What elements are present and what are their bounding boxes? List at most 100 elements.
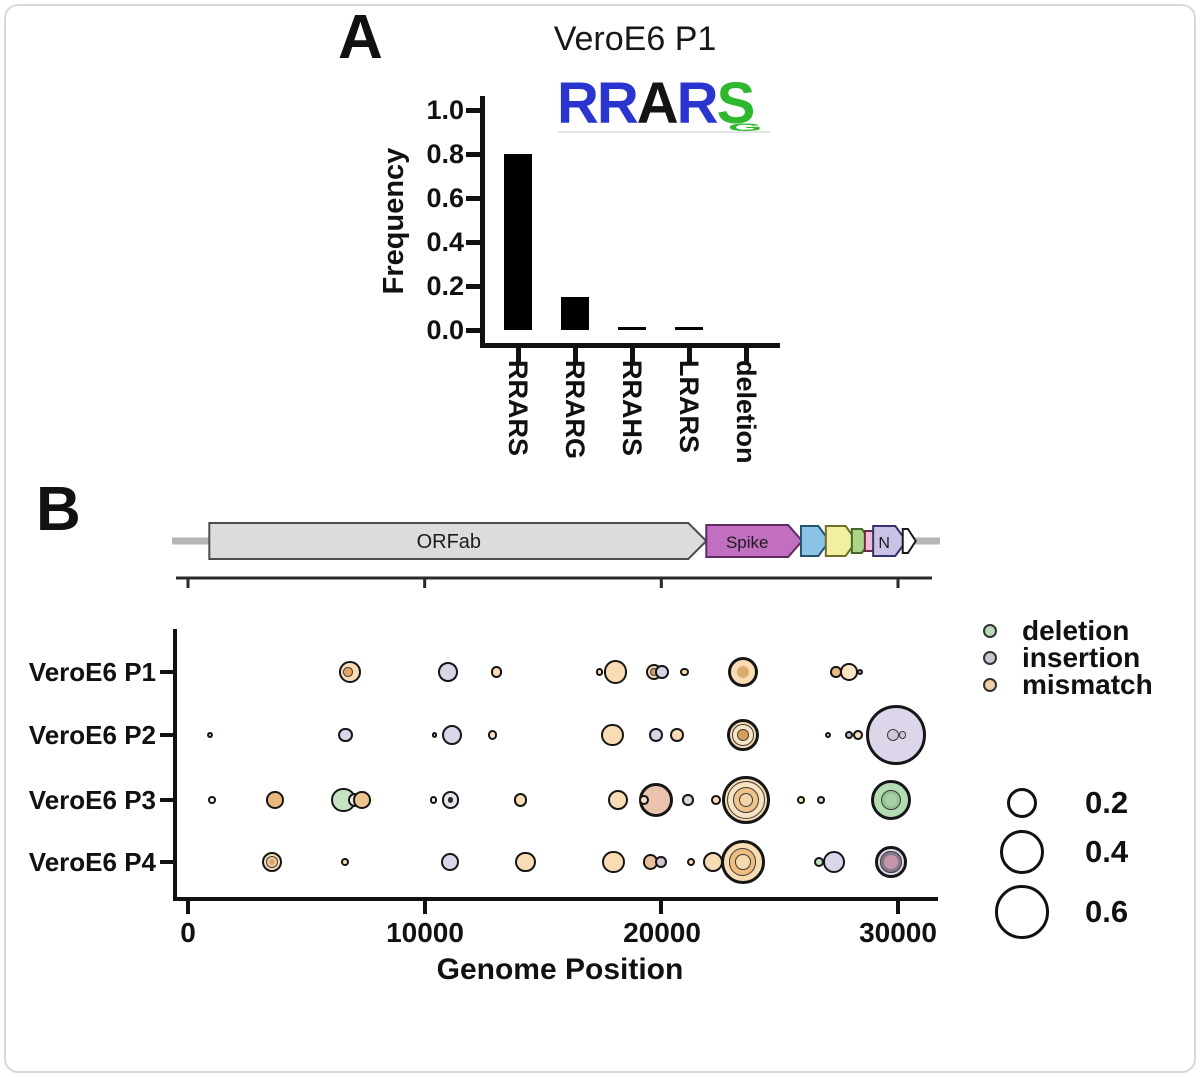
bar-RRARG (561, 297, 589, 330)
bubble-mismatch (669, 728, 684, 742)
bubble-inner (899, 731, 907, 739)
a-x-axis (480, 343, 780, 348)
logo-baseline (558, 131, 770, 133)
bubble-insertion (438, 661, 459, 683)
legend-swatch-mismatch (983, 678, 997, 692)
bubble-mismatch (487, 730, 498, 740)
bubble-mismatch (853, 730, 863, 740)
logo-letter-S: S (716, 71, 756, 136)
b-row-tick (160, 733, 173, 737)
a-ytick-2: 0.4 (426, 227, 464, 257)
b-row-tick (160, 670, 173, 674)
gene-label-N: N (878, 535, 890, 552)
logo-minor-letter: G (728, 121, 763, 134)
bubble-insertion (429, 796, 438, 804)
a-xtick-mark (629, 348, 635, 362)
bubble-mismatch (607, 789, 628, 811)
a-ytick-0: 0.0 (426, 315, 464, 345)
bubble-mismatch (702, 851, 723, 873)
bubble-inner (738, 792, 753, 808)
bubble-mismatch (603, 660, 628, 684)
bubble-inner (886, 728, 899, 741)
legend-label-mismatch: mismatch (1022, 669, 1153, 700)
b-xtick-mark (186, 901, 190, 914)
bubble-insertion (654, 665, 669, 679)
logo-letter-R: R (557, 71, 599, 136)
bubble-insertion (681, 794, 694, 806)
gene-label-ORFab: ORFab (417, 531, 481, 553)
row-label-veroe6-p2: VeroE6 P2 (28, 720, 156, 750)
bubble-deletion (330, 787, 356, 813)
bubble-mismatch (840, 663, 858, 681)
size-legend-circle-0.2 (1006, 787, 1038, 819)
bar-RRAHS (618, 327, 646, 330)
bubble-mismatch (490, 666, 503, 678)
bubble-mismatch (824, 731, 832, 739)
a-ytick-1: 0.2 (426, 271, 464, 301)
bubble-mismatch (797, 796, 805, 804)
b-xtick-0: 0 (180, 917, 196, 948)
panel-b-label: B (36, 475, 81, 544)
a-xtick-mark (572, 348, 578, 362)
bubble-insertion (654, 856, 667, 868)
bubble-mismatch (207, 731, 214, 739)
gene-arrow (901, 528, 917, 554)
b-xtick-mark (896, 901, 900, 914)
b-y-axis (173, 629, 177, 900)
bubble-mismatch (262, 851, 283, 873)
bubble-mismatch (602, 850, 626, 874)
bubble-inner (734, 854, 751, 870)
bubble-deletion (870, 779, 912, 821)
bubble-mismatch (513, 793, 528, 807)
bubble-insertion (865, 704, 926, 766)
b-x-axis (173, 897, 938, 901)
bubble-mismatch (726, 718, 760, 752)
bubble-mismatch (339, 661, 362, 683)
bar-LRARS (675, 327, 703, 330)
bubble-insertion (845, 731, 853, 739)
gene-arrow (799, 525, 831, 557)
bubble-mismatch (721, 840, 765, 884)
row-label-veroe6-p4: VeroE6 P4 (28, 847, 156, 877)
b-xtick-mark (659, 901, 664, 914)
bubble-mismatch (341, 858, 350, 866)
a-ytick-4: 0.8 (426, 139, 464, 169)
legend-swatch-insertion (983, 651, 997, 665)
b-xtick-mark (422, 901, 427, 914)
size-legend-circle-0.6 (995, 885, 1049, 939)
bubble-mismatch (353, 791, 372, 809)
bubble-insertion (442, 724, 463, 746)
bar-RRARS (504, 154, 532, 330)
bubble-insertion (337, 727, 353, 743)
bubble-insertion (441, 791, 460, 809)
bubble-mismatch (721, 776, 770, 824)
bubble-mismatch (266, 791, 284, 809)
bubble-insertion (208, 796, 216, 804)
a-ytick-5: 1.0 (426, 95, 464, 125)
a-xtick-mark (743, 348, 749, 362)
gene-label-Spike: Spike (726, 533, 769, 552)
logo-letter-R: R (596, 71, 639, 136)
gene-arrow-Spike (705, 524, 804, 558)
bubble-mismatch (680, 667, 690, 677)
legend-label-deletion: deletion (1022, 615, 1130, 646)
bubble-mismatch (686, 857, 695, 867)
b-row-tick (160, 798, 173, 802)
bubble-insertion (431, 732, 438, 738)
a-xtick-mark (686, 348, 692, 362)
logo-letter-R: R (676, 71, 719, 136)
b-row-tick (160, 860, 173, 864)
row-label-veroe6-p3: VeroE6 P3 (28, 785, 156, 815)
a-ytick-mark (466, 239, 481, 245)
a-ytick-mark (466, 151, 481, 157)
bubble-inner (343, 667, 354, 677)
bubble-inner (737, 729, 749, 741)
bubble-insertion (648, 728, 663, 742)
bubble-inner (736, 665, 749, 678)
bubble-mismatch (515, 851, 536, 873)
size-legend-circle-0.4 (1000, 830, 1044, 874)
bubble-inner (884, 855, 898, 869)
gene-arrow-N (872, 525, 908, 557)
a-y-axis (480, 96, 485, 348)
bubble-insertion (441, 853, 460, 871)
